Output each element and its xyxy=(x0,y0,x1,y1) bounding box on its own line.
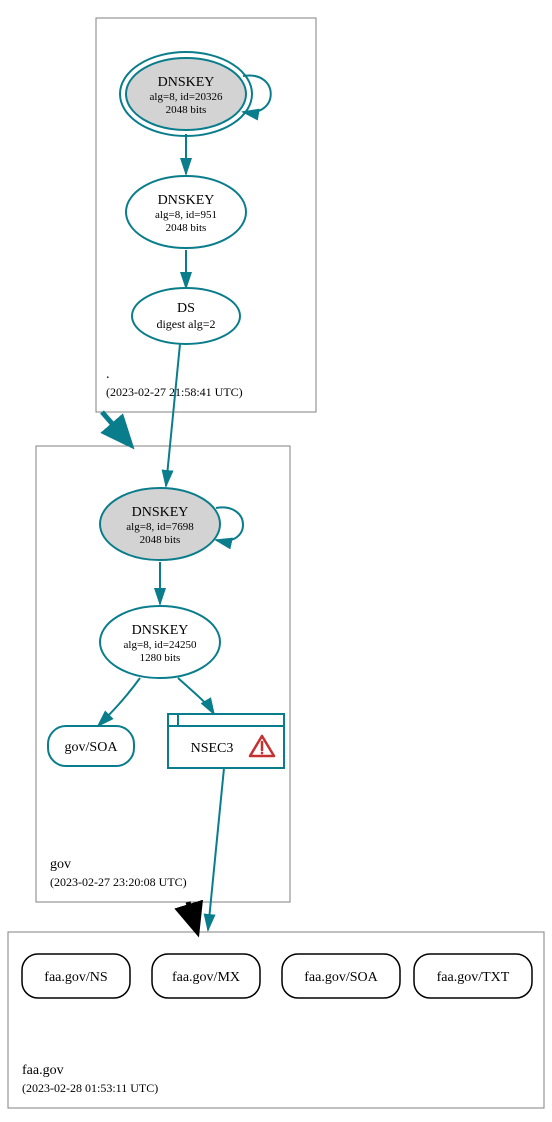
zone-faa-label: faa.gov xyxy=(22,1063,64,1078)
dnssec-graph: . (2023-02-27 21:58:41 UTC) gov (2023-02… xyxy=(0,0,552,1117)
node-root-dnskey1-sub1: alg=8, id=20326 xyxy=(150,91,223,103)
node-gov-dnskey4-sub2: 1280 bits xyxy=(140,652,181,664)
node-faa-soa: faa.gov/SOA xyxy=(282,954,400,998)
edge-selfloop-root xyxy=(243,75,271,112)
node-gov-dnskey4-sub1: alg=8, id=24250 xyxy=(124,639,197,651)
node-faa-mx: faa.gov/MX xyxy=(152,954,260,998)
node-nsec3: NSEC3 xyxy=(168,714,284,768)
node-root-dnskey1-title: DNSKEY xyxy=(158,75,215,90)
node-gov-dnskey4: DNSKEY alg=8, id=24250 1280 bits xyxy=(100,606,220,678)
node-faa-txt-label: faa.gov/TXT xyxy=(437,970,510,985)
edge-zonelink-gov-faa xyxy=(188,902,196,928)
node-faa-mx-label: faa.gov/MX xyxy=(172,970,240,985)
node-gov-dnskey3-title: DNSKEY xyxy=(132,505,189,520)
node-gov-dnskey3: DNSKEY alg=8, id=7698 2048 bits xyxy=(100,488,220,560)
node-root-dnskey1-sub2: 2048 bits xyxy=(166,104,207,116)
node-gov-dnskey3-sub1: alg=8, id=7698 xyxy=(126,521,194,533)
node-root-dnskey2-sub2: 2048 bits xyxy=(166,222,207,234)
edge-ds-govdk3 xyxy=(166,344,180,486)
node-gov-dnskey4-title: DNSKEY xyxy=(132,623,189,638)
zone-root-label: . xyxy=(106,367,110,382)
node-root-dnskey2-title: DNSKEY xyxy=(158,193,215,208)
zone-gov-timestamp: (2023-02-27 23:20:08 UTC) xyxy=(50,875,187,889)
node-nsec3-label: NSEC3 xyxy=(191,741,234,756)
node-gov-soa-label: gov/SOA xyxy=(65,740,119,755)
zone-gov-label: gov xyxy=(50,857,71,872)
node-gov-soa: gov/SOA xyxy=(48,726,134,766)
node-faa-soa-label: faa.gov/SOA xyxy=(304,970,378,985)
node-faa-ns: faa.gov/NS xyxy=(22,954,130,998)
node-root-dnskey2: DNSKEY alg=8, id=951 2048 bits xyxy=(126,176,246,248)
edge-dk4-nsec3 xyxy=(178,678,214,714)
node-root-dnskey2-sub1: alg=8, id=951 xyxy=(155,209,217,221)
node-root-dnskey1: DNSKEY alg=8, id=20326 2048 bits xyxy=(120,52,252,136)
zone-faa-timestamp: (2023-02-28 01:53:11 UTC) xyxy=(22,1081,158,1095)
edge-dk4-govsoa xyxy=(98,678,140,726)
node-faa-ns-label: faa.gov/NS xyxy=(44,970,107,985)
edge-nsec3-faa xyxy=(208,768,224,930)
edge-zonelink-root-gov xyxy=(102,412,128,442)
node-root-ds-title: DS xyxy=(177,301,195,316)
node-gov-dnskey3-sub2: 2048 bits xyxy=(140,534,181,546)
node-root-ds: DS digest alg=2 xyxy=(132,288,240,344)
node-root-ds-sub1: digest alg=2 xyxy=(156,317,215,331)
node-faa-txt: faa.gov/TXT xyxy=(414,954,532,998)
